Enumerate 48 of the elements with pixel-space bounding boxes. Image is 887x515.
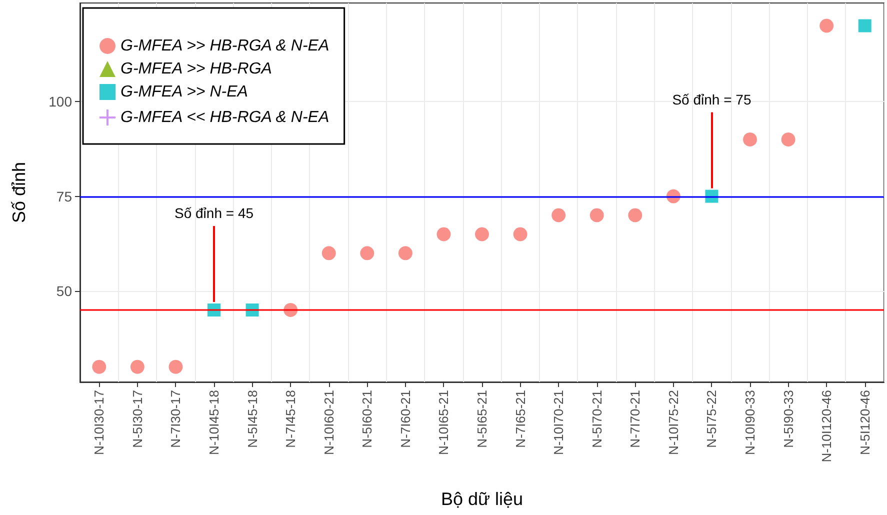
point bbox=[168, 360, 183, 374]
x-tick-label: N-7I65-21 bbox=[512, 390, 528, 448]
x-tick-label: N-10I65-21 bbox=[436, 390, 452, 456]
point bbox=[628, 208, 642, 222]
point bbox=[360, 246, 374, 260]
x-tick-label: N-5I90-33 bbox=[780, 390, 796, 448]
point bbox=[552, 208, 566, 222]
x-tick-label: N-7I70-21 bbox=[628, 390, 643, 448]
point bbox=[398, 246, 412, 260]
x-tick-label: N-10I70-21 bbox=[551, 390, 566, 456]
point bbox=[781, 132, 796, 146]
x-tick-label: N-5I120-46 bbox=[857, 390, 872, 456]
legend-label: G-MFEA >> N-EA bbox=[120, 84, 248, 100]
x-tick-label: N-10I30-17 bbox=[92, 390, 107, 456]
x-tick-label: N-5I65-21 bbox=[474, 390, 490, 448]
point bbox=[475, 227, 489, 242]
x-tick-label: N-7I30-17 bbox=[168, 390, 184, 448]
point bbox=[858, 19, 872, 32]
legend-label: G-MFEA >> HB-RGA bbox=[120, 60, 272, 78]
y-axis-title: Số đỉnh bbox=[9, 162, 29, 224]
point bbox=[130, 360, 144, 374]
legend-label: G-MFEA << HB-RGA & N-EA bbox=[120, 109, 330, 126]
x-tick-label: N-10I120-46 bbox=[819, 390, 834, 462]
x-tick-label: N-5I30-17 bbox=[130, 390, 145, 448]
y-tick-label: 75 bbox=[56, 188, 72, 204]
annotation: Số đỉnh = 75 bbox=[672, 91, 752, 108]
x-tick-label: N-7I60-21 bbox=[398, 390, 413, 448]
point bbox=[92, 360, 106, 374]
x-tick-label: N-5I75-22 bbox=[704, 390, 720, 448]
point bbox=[436, 227, 451, 242]
x-tick-label: N-5I60-21 bbox=[360, 390, 375, 448]
x-tick-label: N-7I45-18 bbox=[283, 390, 298, 448]
y-tick-label: 50 bbox=[56, 283, 72, 300]
annotation: Số đỉnh = 45 bbox=[174, 204, 254, 221]
x-tick-label: N-10I90-33 bbox=[742, 390, 758, 456]
x-tick-label: N-10I75-22 bbox=[666, 390, 681, 456]
legend-label: G-MFEA >> HB-RGA & N-EA bbox=[120, 38, 330, 54]
x-tick-label: N-10I45-18 bbox=[206, 390, 222, 456]
x-tick-label: N-10I60-21 bbox=[321, 390, 336, 456]
x-tick-label: N-5I70-21 bbox=[589, 390, 604, 448]
point bbox=[743, 132, 757, 146]
x-tick-label: N-5I45-18 bbox=[244, 390, 260, 448]
point bbox=[820, 18, 834, 33]
point bbox=[513, 227, 528, 242]
y-tick-label: 100 bbox=[48, 94, 72, 110]
point bbox=[322, 246, 336, 260]
point bbox=[590, 208, 604, 222]
x-axis-title: Bộ dữ liệu bbox=[440, 489, 524, 509]
